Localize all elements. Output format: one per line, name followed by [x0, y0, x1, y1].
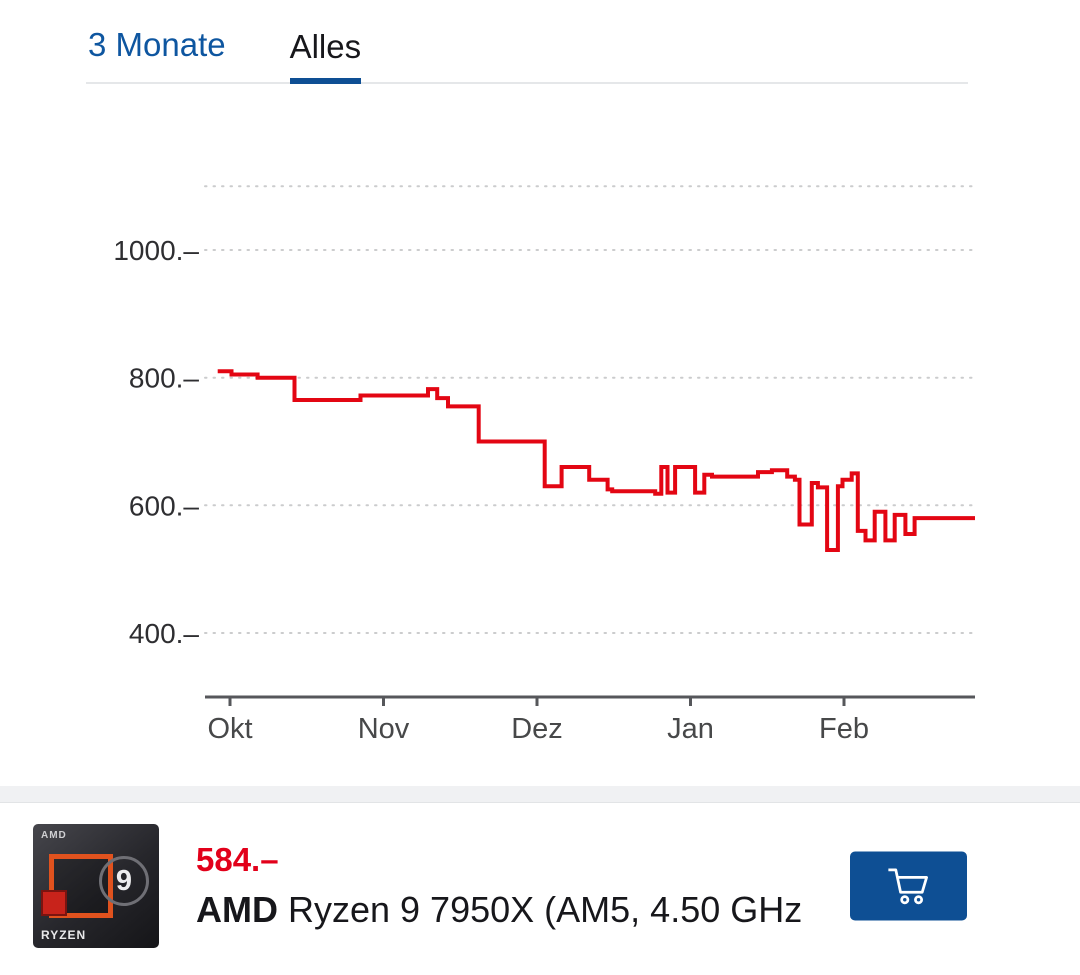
tabs-divider — [86, 82, 968, 84]
product-info: 584.– AMD Ryzen 9 7950X (AM5, 4.50 GHz — [196, 841, 836, 931]
box-brand-text: AMD — [41, 830, 67, 841]
product-name: Ryzen 9 7950X (AM5, 4.50 GHz — [277, 889, 803, 930]
tab-alles[interactable]: Alles — [289, 28, 362, 84]
tab-3-monate[interactable]: 3 Monate — [88, 26, 226, 63]
cart-icon — [887, 868, 928, 905]
product-brand: AMD — [196, 889, 278, 930]
product-card[interactable]: AMD 9 RYZEN 584.– AMD Ryzen 9 7950X (AM5… — [0, 803, 1080, 969]
time-range-tabs: 3 Monate Alles — [0, 0, 1080, 84]
box-number-badge: 9 — [99, 856, 149, 906]
amd-ryzen-box-art: AMD 9 RYZEN — [33, 824, 159, 948]
product-image: AMD 9 RYZEN — [30, 822, 162, 950]
chart-area — [0, 84, 1080, 786]
add-to-cart-button[interactable] — [850, 851, 967, 921]
box-chip-accent — [41, 890, 67, 916]
section-separator — [0, 786, 1080, 803]
product-price: 584.– — [196, 841, 279, 878]
product-title: AMD Ryzen 9 7950X (AM5, 4.50 GHz — [196, 889, 836, 931]
box-line-text: RYZEN — [41, 928, 87, 942]
